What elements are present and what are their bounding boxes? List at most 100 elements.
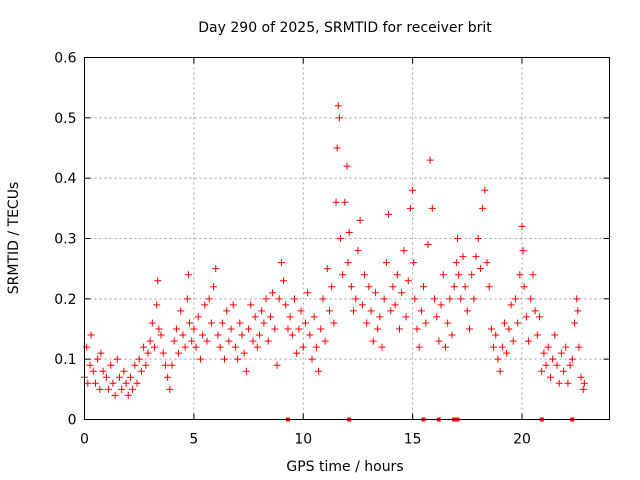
data-point bbox=[273, 361, 281, 369]
x-tick-label: 10 bbox=[294, 432, 312, 448]
data-point bbox=[140, 343, 148, 351]
data-point bbox=[308, 355, 316, 363]
data-point bbox=[470, 295, 478, 303]
data-point bbox=[553, 361, 561, 369]
data-point bbox=[120, 367, 128, 375]
data-point bbox=[376, 313, 384, 321]
data-point bbox=[210, 283, 218, 291]
data-point bbox=[332, 198, 340, 206]
data-point bbox=[448, 331, 456, 339]
data-point bbox=[262, 295, 270, 303]
data-point bbox=[431, 295, 438, 303]
data-point bbox=[258, 307, 266, 315]
data-point bbox=[533, 331, 541, 339]
data-point bbox=[564, 379, 572, 387]
data-point bbox=[328, 283, 336, 291]
data-point bbox=[413, 325, 421, 333]
data-point bbox=[201, 301, 209, 309]
data-point bbox=[236, 319, 244, 327]
data-point bbox=[154, 277, 162, 285]
data-point bbox=[330, 319, 338, 327]
data-point bbox=[275, 295, 283, 303]
axis-ticks bbox=[84, 57, 610, 420]
data-point bbox=[129, 385, 137, 393]
data-point bbox=[343, 162, 351, 170]
data-point bbox=[562, 343, 570, 351]
data-point bbox=[223, 307, 231, 315]
data-point bbox=[422, 319, 430, 327]
data-point bbox=[203, 337, 211, 345]
data-point bbox=[321, 337, 329, 345]
data-point bbox=[542, 361, 550, 369]
data-point bbox=[356, 216, 364, 224]
data-point bbox=[339, 271, 347, 279]
y-tick-label: 0.5 bbox=[54, 111, 76, 127]
data-point bbox=[531, 307, 539, 315]
data-point bbox=[334, 102, 342, 110]
data-point bbox=[229, 301, 237, 309]
data-point bbox=[538, 367, 546, 375]
data-point bbox=[194, 313, 202, 321]
data-point bbox=[453, 235, 461, 242]
data-point bbox=[109, 379, 117, 387]
data-point bbox=[247, 301, 255, 309]
data-point bbox=[555, 379, 563, 387]
data-point bbox=[409, 186, 417, 194]
data-point bbox=[417, 307, 425, 315]
data-point bbox=[116, 373, 123, 381]
data-point bbox=[428, 204, 436, 212]
data-point bbox=[312, 343, 320, 351]
y-tick-label: 0.6 bbox=[54, 51, 76, 67]
x-tick-label: 5 bbox=[189, 432, 198, 448]
data-point bbox=[371, 289, 379, 297]
data-point bbox=[400, 247, 408, 255]
data-point bbox=[245, 325, 253, 333]
data-point bbox=[225, 337, 233, 345]
data-point bbox=[387, 307, 395, 315]
data-point bbox=[260, 319, 268, 327]
data-point bbox=[540, 349, 548, 357]
data-point bbox=[519, 247, 527, 255]
data-point bbox=[354, 247, 362, 255]
data-point bbox=[490, 343, 498, 351]
data-point bbox=[492, 331, 500, 339]
data-point bbox=[396, 325, 403, 333]
data-point bbox=[365, 283, 373, 291]
data-point bbox=[575, 343, 583, 351]
x-tick-label: 20 bbox=[513, 432, 531, 448]
data-point bbox=[496, 367, 504, 375]
data-point bbox=[509, 337, 517, 345]
data-point bbox=[402, 313, 410, 321]
data-point bbox=[293, 349, 301, 357]
data-point bbox=[358, 301, 366, 309]
data-point bbox=[374, 325, 382, 333]
data-point bbox=[319, 295, 327, 303]
data-point bbox=[310, 313, 318, 321]
tick-labels: 0 0.1 0.2 0.3 0.4 0.5 0.6 0 5 10 15 20 bbox=[54, 51, 531, 448]
data-point bbox=[341, 198, 349, 206]
data-point bbox=[568, 355, 576, 363]
data-point bbox=[487, 325, 495, 333]
data-point bbox=[102, 373, 110, 381]
data-point bbox=[560, 367, 568, 375]
data-point bbox=[479, 204, 487, 212]
data-point bbox=[573, 295, 581, 303]
data-point bbox=[378, 343, 386, 351]
data-point bbox=[96, 385, 104, 393]
data-point bbox=[446, 295, 454, 303]
data-point bbox=[159, 349, 167, 357]
data-point bbox=[385, 210, 393, 218]
data-point bbox=[347, 283, 355, 291]
data-point bbox=[315, 367, 323, 375]
data-point bbox=[380, 295, 388, 303]
x-tick-label: 0 bbox=[80, 432, 89, 448]
data-point bbox=[304, 289, 312, 297]
data-point bbox=[420, 283, 428, 291]
data-point bbox=[183, 295, 191, 303]
data-point bbox=[411, 295, 419, 303]
data-point bbox=[571, 319, 578, 327]
data-point bbox=[520, 283, 528, 291]
data-point bbox=[503, 349, 511, 357]
data-point bbox=[181, 343, 189, 351]
data-point bbox=[527, 295, 535, 303]
